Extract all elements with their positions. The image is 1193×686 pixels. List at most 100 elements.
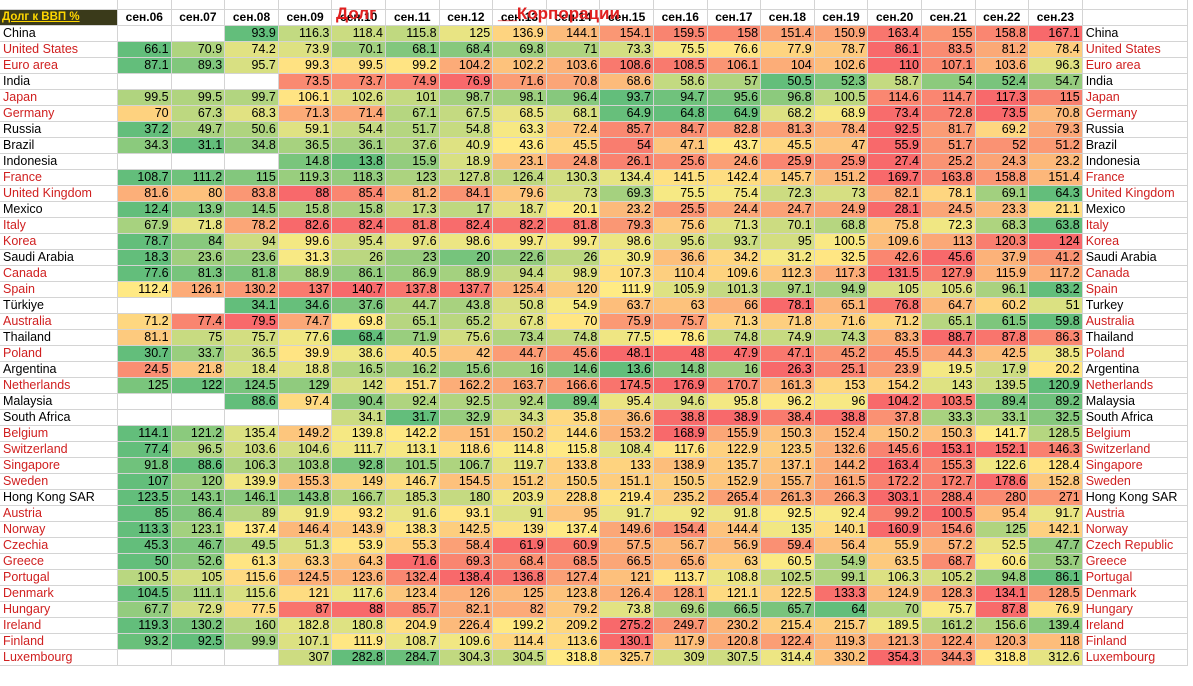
heatmap-cell: 86.1 (332, 266, 386, 282)
blank-cell (439, 0, 494, 10)
heatmap-cell: 128.5 (1029, 586, 1083, 602)
row-label-right: Czech Republic (1082, 538, 1188, 554)
heatmap-cell: 70.1 (332, 42, 386, 58)
heatmap-cell: 104.2 (439, 58, 494, 74)
row-label-right: Hungary (1082, 602, 1188, 618)
heatmap-cell: 36.6 (653, 250, 708, 266)
row-label-right: Portugal (1082, 570, 1188, 586)
heatmap-cell: 66.1 (118, 42, 172, 58)
row-label-right: Euro area (1082, 58, 1188, 74)
heatmap-cell: 105.6 (921, 282, 976, 298)
column-header: сен.15 (600, 10, 654, 26)
heatmap-cell: 75.8 (868, 218, 922, 234)
heatmap-cell: 174.5 (600, 378, 654, 394)
heatmap-cell: 50.6 (225, 122, 279, 138)
heatmap-cell: 288.4 (921, 490, 976, 506)
heatmap-cell: 78.4 (1029, 42, 1083, 58)
heatmap-cell: 120.3 (975, 634, 1030, 650)
heatmap-cell: 115 (225, 170, 279, 186)
heatmap-cell: 151.2 (814, 170, 869, 186)
heatmap-cell: 124.9 (868, 586, 922, 602)
heatmap-cell: 86.1 (868, 42, 922, 58)
heatmap-cell: 50.5 (761, 74, 815, 90)
heatmap-cell: 93.2 (332, 506, 386, 522)
heatmap-cell: 139.9 (225, 474, 279, 490)
row-label: Austria (0, 506, 118, 522)
heatmap-cell: 71.8 (171, 218, 226, 234)
heatmap-cell: 284.7 (385, 650, 440, 666)
heatmap-cell: 136.8 (493, 570, 547, 586)
row-label: Hong Kong SAR (0, 490, 118, 506)
heatmap-cell: 57.5 (600, 538, 654, 554)
row-label-right: Indonesia (1082, 154, 1188, 170)
heatmap-cell: 78.4 (814, 122, 869, 138)
row-label-right: Switzerland (1082, 442, 1188, 458)
heatmap-cell: 86.1 (1029, 570, 1083, 586)
heatmap-cell: 115.6 (225, 570, 279, 586)
heatmap-cell: 141.7 (975, 426, 1030, 442)
heatmap-cell: 28.1 (868, 202, 922, 218)
heatmap-cell: 26.1 (600, 154, 654, 170)
heatmap-cell: 75.7 (225, 330, 279, 346)
heatmap-cell: 142.4 (707, 170, 762, 186)
heatmap-cell: 143.8 (278, 490, 333, 506)
heatmap-cell (225, 74, 279, 90)
heatmap-cell: 65.7 (761, 602, 815, 618)
row-label: Malaysia (0, 394, 118, 410)
heatmap-cell: 31.3 (278, 250, 333, 266)
heatmap-cell: 24.7 (761, 202, 815, 218)
heatmap-cell: 16.5 (332, 362, 386, 378)
row-label-right: United Kingdom (1082, 186, 1188, 202)
heatmap-cell: 102.5 (761, 570, 815, 586)
row-label: Sweden (0, 474, 118, 490)
heatmap-cell: 23 (385, 250, 440, 266)
heatmap-cell: 106.7 (439, 458, 494, 474)
heatmap-cell: 161.3 (761, 378, 815, 394)
heatmap-cell: 52.6 (171, 554, 226, 570)
heatmap-cell: 131.5 (868, 266, 922, 282)
heatmap-cell: 60.9 (546, 538, 601, 554)
heatmap-cell (225, 650, 279, 666)
heatmap-cell: 81.3 (171, 266, 226, 282)
heatmap-cell: 92.5 (439, 394, 494, 410)
heatmap-cell: 95 (546, 506, 601, 522)
heatmap-cell: 98.6 (600, 234, 654, 250)
heatmap-cell: 149 (332, 474, 386, 490)
heatmap-cell: 162.2 (439, 378, 494, 394)
heatmap-cell: 30.9 (600, 250, 654, 266)
heatmap-cell: 106.3 (868, 570, 922, 586)
heatmap-cell: 40.9 (439, 138, 494, 154)
heatmap-cell: 161.2 (921, 618, 976, 634)
row-label: Argentina (0, 362, 118, 378)
heatmap-cell: 118.4 (332, 26, 386, 42)
heatmap-cell: 71.6 (493, 74, 547, 90)
heatmap-cell: 51 (1029, 298, 1083, 314)
blank-cell (814, 0, 869, 10)
heatmap-cell: 91.8 (707, 506, 762, 522)
heatmap-cell: 108.7 (118, 170, 172, 186)
heatmap-cell: 215.4 (761, 618, 815, 634)
blank-cell (868, 0, 922, 10)
heatmap-cell: 26 (332, 250, 386, 266)
heatmap-cell: 140.7 (332, 282, 386, 298)
row-label: Hungary (0, 602, 118, 618)
heatmap-cell (278, 410, 333, 426)
heatmap-cell: 97.4 (278, 394, 333, 410)
heatmap-cell: 145.7 (761, 170, 815, 186)
heatmap-cell: 134.4 (600, 170, 654, 186)
heatmap-cell: 96.2 (761, 394, 815, 410)
heatmap-cell (171, 650, 226, 666)
heatmap-cell: 282.8 (332, 650, 386, 666)
heatmap-cell: 68.4 (332, 330, 386, 346)
blank-cell (707, 0, 762, 10)
heatmap-cell: 33.1 (975, 410, 1030, 426)
heatmap-cell: 75.7 (921, 602, 976, 618)
heatmap-cell: 155.7 (761, 474, 815, 490)
heatmap-cell: 45.6 (921, 250, 976, 266)
heatmap-cell: 64.8 (653, 106, 708, 122)
heatmap-cell: 99.7 (546, 234, 601, 250)
heatmap-cell: 70 (546, 314, 601, 330)
heatmap-cell: 124.5 (225, 378, 279, 394)
heatmap-cell: 12.4 (118, 202, 172, 218)
heatmap-cell: 113 (921, 234, 976, 250)
